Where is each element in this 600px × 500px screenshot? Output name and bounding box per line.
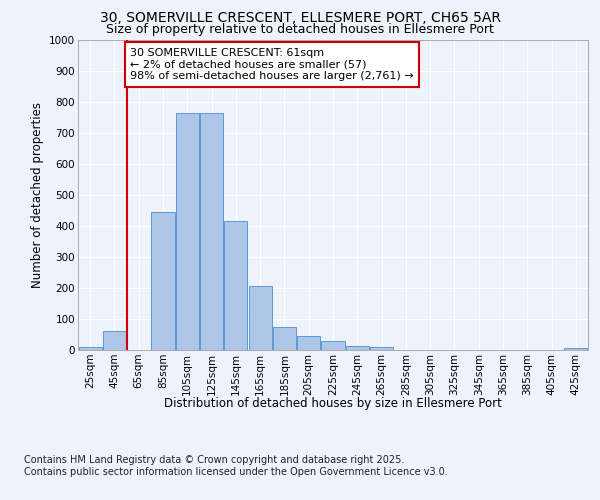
Bar: [200, 113, 223, 350]
Bar: [176, 113, 199, 350]
Text: Size of property relative to detached houses in Ellesmere Port: Size of property relative to detached ho…: [106, 22, 494, 36]
Text: 30, SOMERVILLE CRESCENT, ELLESMERE PORT, CH65 5AR: 30, SOMERVILLE CRESCENT, ELLESMERE PORT,…: [100, 11, 500, 25]
Bar: [565, 348, 587, 350]
Y-axis label: Number of detached properties: Number of detached properties: [31, 102, 44, 288]
Bar: [79, 347, 101, 350]
Text: 30 SOMERVILLE CRESCENT: 61sqm
← 2% of detached houses are smaller (57)
98% of se: 30 SOMERVILLE CRESCENT: 61sqm ← 2% of de…: [130, 48, 414, 81]
Bar: [322, 342, 344, 350]
Text: Distribution of detached houses by size in Ellesmere Port: Distribution of detached houses by size …: [164, 398, 502, 410]
Bar: [297, 336, 320, 350]
Bar: [273, 327, 296, 350]
Text: Contains HM Land Registry data © Crown copyright and database right 2025.
Contai: Contains HM Land Registry data © Crown c…: [24, 455, 448, 476]
Bar: [151, 212, 175, 350]
Bar: [346, 346, 369, 350]
Bar: [103, 331, 126, 350]
Bar: [370, 347, 393, 350]
Bar: [224, 222, 247, 350]
Bar: [248, 286, 272, 350]
